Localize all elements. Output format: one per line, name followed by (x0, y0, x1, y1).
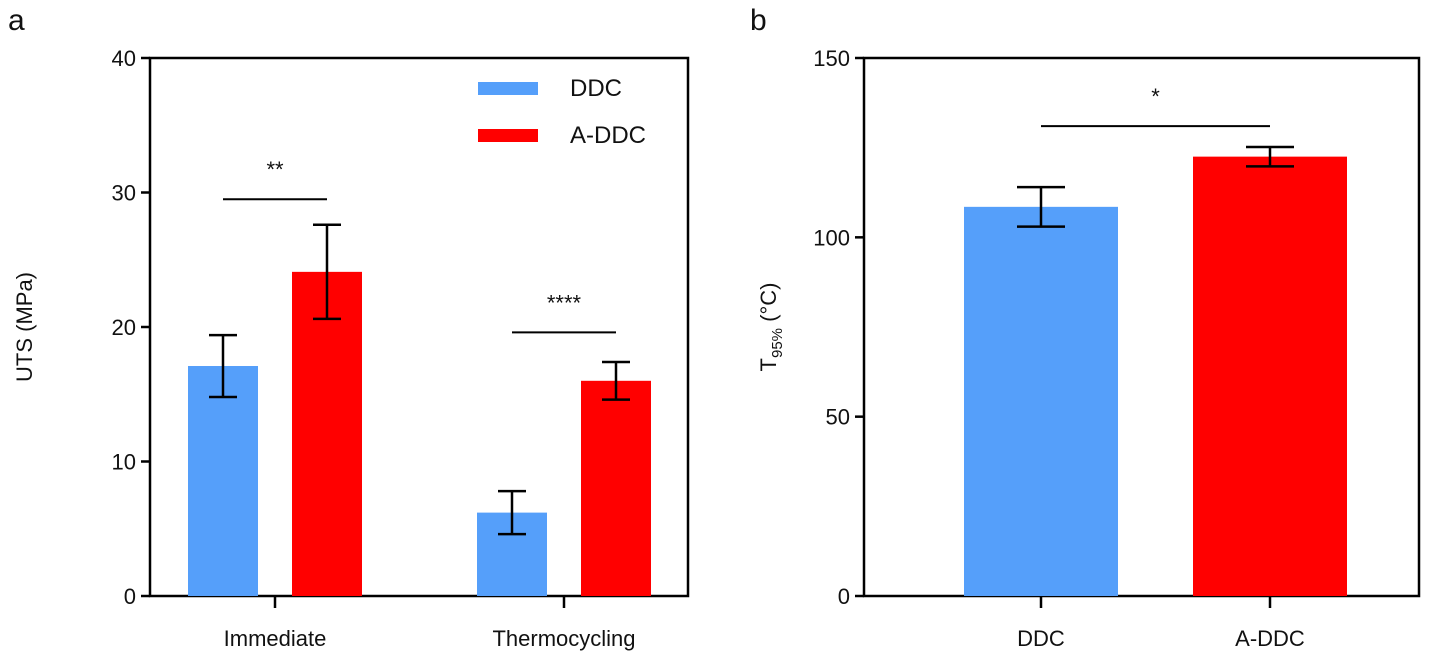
y-tick-label: 150 (813, 46, 850, 71)
bar-ddc (188, 366, 258, 596)
y-tick-label: 0 (838, 584, 850, 609)
legend-label-a-ddc: A-DDC (570, 122, 646, 149)
bar-a-ddc (1193, 156, 1347, 596)
bar-a-ddc (581, 380, 651, 596)
bar-ddc (964, 206, 1118, 596)
bar-a-ddc (292, 271, 362, 596)
panel-a-y-axis-title: UTS (MPa) (12, 272, 37, 382)
y-tick-label: 20 (112, 315, 136, 340)
legend-swatch-a-ddc (478, 129, 538, 142)
panel-b-y-axis-title: T95% (°C) (756, 283, 786, 372)
panel-a-letter: a (8, 4, 25, 37)
y-tick-label: 100 (813, 225, 850, 250)
panel-a-chart: UTS (MPa) 0 10 20 30 40 Immediate Thermocyclin… (12, 46, 690, 651)
significance-marker: * (1151, 84, 1160, 109)
significance-marker: ** (266, 157, 284, 182)
panel-b-letter: b (750, 4, 767, 37)
x-tick-label: DDC (1017, 626, 1065, 651)
legend-swatch-ddc (478, 82, 538, 95)
y-tick-label: 10 (112, 450, 136, 475)
legend-label-ddc: DDC (570, 75, 622, 102)
panel-b-frame (862, 56, 1421, 598)
x-tick-label: Thermocycling (492, 626, 635, 651)
x-tick-label: A-DDC (1235, 626, 1305, 651)
significance-marker: **** (547, 290, 582, 315)
panel-b-chart: T95% (°C) 0 50 100 150 DDC A-DDC * (756, 46, 1421, 651)
y-tick-label: 30 (112, 181, 136, 206)
y-tick-label: 50 (826, 405, 850, 430)
x-tick-label: Immediate (224, 626, 327, 651)
panel-a-legend: DDC A-DDC (478, 75, 646, 149)
y-tick-label: 40 (112, 46, 136, 71)
y-tick-label: 0 (124, 584, 136, 609)
